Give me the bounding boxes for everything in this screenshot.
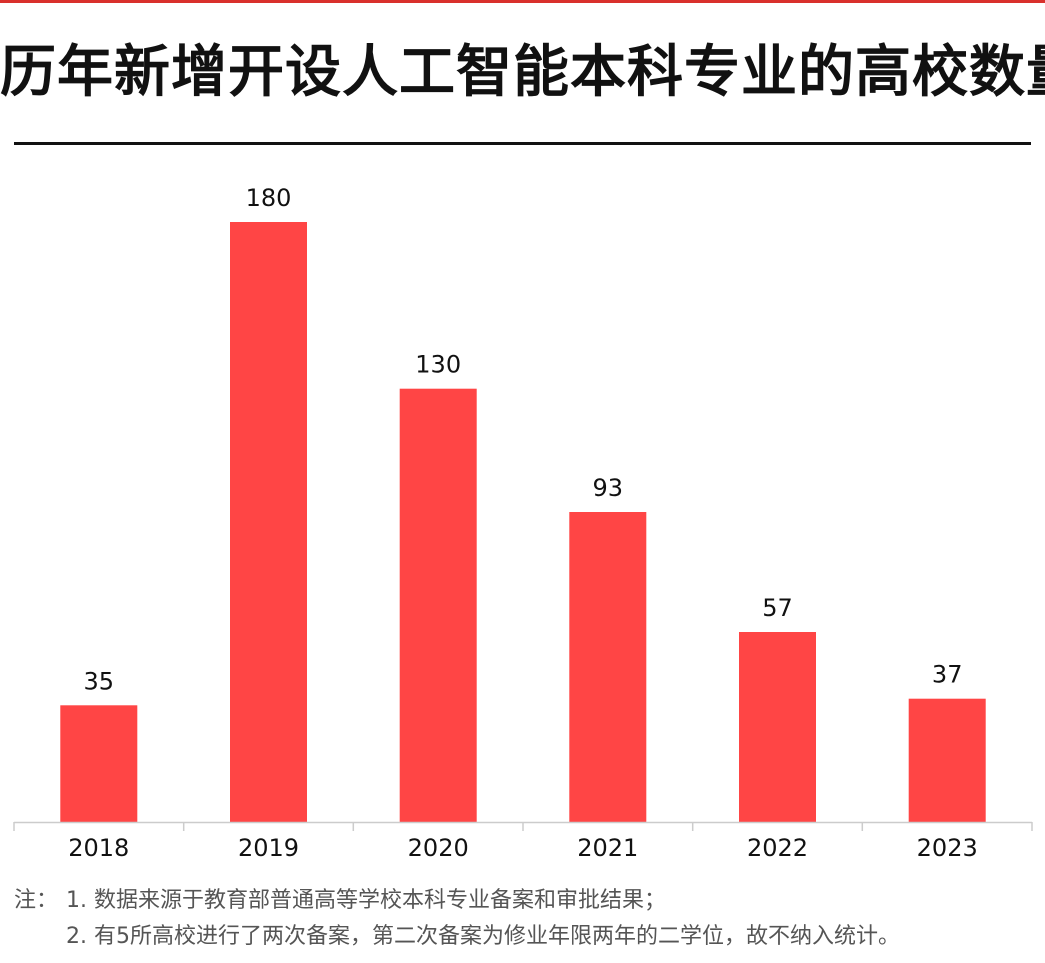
x-tick-label-2018: 2018 bbox=[68, 834, 129, 862]
bar-2023 bbox=[908, 698, 986, 822]
bar-2018 bbox=[60, 705, 138, 822]
note-line-2: 2. 有5所高校进行了两次备案，第二次备案为修业年限两年的二学位，故不纳入统计。 bbox=[14, 919, 1039, 955]
data-label-2019: 180 bbox=[246, 184, 292, 212]
x-tick-label-2022: 2022 bbox=[747, 834, 808, 862]
data-label-2023: 37 bbox=[932, 661, 963, 689]
top-accent-rule bbox=[0, 0, 1045, 3]
data-label-2021: 93 bbox=[593, 474, 624, 502]
x-tick-label-2021: 2021 bbox=[577, 834, 638, 862]
bar-2021 bbox=[569, 512, 647, 822]
x-tick-label-2020: 2020 bbox=[408, 834, 469, 862]
note-text-1: 1. 数据来源于教育部普通高等学校本科专业备案和审批结果； bbox=[66, 888, 666, 913]
bar-2022 bbox=[739, 632, 816, 822]
data-label-2020: 130 bbox=[415, 351, 461, 379]
x-tick-label-2019: 2019 bbox=[238, 834, 299, 862]
chart-title: 历年新增开设人工智能本科专业的高校数量 bbox=[0, 40, 1045, 105]
note-text-2: 2. 有5所高校进行了两次备案，第二次备案为修业年限两年的二学位，故不纳入统计。 bbox=[66, 924, 900, 949]
data-label-2022: 57 bbox=[762, 594, 793, 622]
note-prefix: 注： bbox=[14, 888, 59, 913]
note-indent bbox=[14, 919, 66, 955]
x-tick-label-2023: 2023 bbox=[917, 834, 978, 862]
bar-2019 bbox=[230, 222, 307, 822]
note-line-1: 注： 1. 数据来源于教育部普通高等学校本科专业备案和审批结果； bbox=[14, 883, 1039, 919]
bar-2020 bbox=[399, 388, 477, 822]
title-divider bbox=[14, 142, 1031, 145]
bar-chart: 35 2018 180 2019 130 2020 93 2021 57 2022 37 2023 bbox=[13, 184, 1033, 862]
footnotes: 注： 1. 数据来源于教育部普通高等学校本科专业备案和审批结果； 2. 有5所高… bbox=[14, 883, 1039, 955]
data-label-2018: 35 bbox=[84, 667, 115, 695]
